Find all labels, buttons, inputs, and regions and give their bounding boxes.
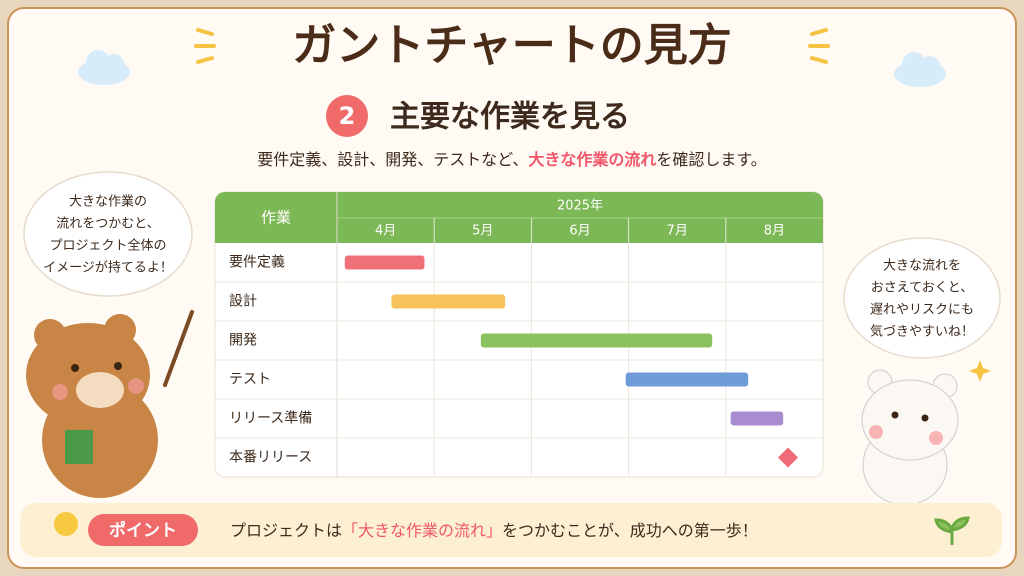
task-bar (625, 372, 749, 387)
bear (861, 360, 991, 506)
bubble-text: おさえておくと、 (871, 281, 973, 296)
point-label: ポイント (109, 520, 177, 541)
step-number: 2 (339, 102, 356, 130)
bubble-text: 遅れやリスクにも (870, 303, 974, 318)
description: 要件定義、設計、開発、テストなど、大きな作業の流れを確認します。 (257, 150, 767, 169)
month-label: 4月 (375, 224, 396, 239)
step-badge (326, 95, 368, 137)
bubble-text: 大きな流れを (883, 259, 961, 274)
point-pill (88, 514, 198, 546)
description-text: 要件定義、設計、開発、テストなど、 (257, 150, 528, 169)
task-name: リリース準備 (229, 411, 312, 427)
task-bar (480, 333, 713, 348)
task-bar (730, 411, 784, 426)
point-text-part: プロジェクトは (230, 521, 342, 540)
gantt: 作業 2025年 4月 5月 6月 7月 8月要件定義設計開発テストリリース準備本番リリ… (214, 191, 824, 478)
month-label: 8月 (764, 224, 785, 239)
point-text: プロジェクトは「大きな作業の流れ」をつかむことが、成功への第一歩！ (230, 521, 758, 540)
cloud (78, 50, 130, 85)
cloud (894, 52, 946, 87)
year-label: 2025年 (557, 199, 603, 214)
task-bar (391, 294, 506, 309)
month-label: 7月 (667, 224, 688, 239)
milestone (778, 447, 799, 468)
description-highlight: 大きな作業の流れ (528, 150, 656, 169)
bubble-text: プロジェクト全体の (49, 238, 166, 254)
task-name: 本番リリース (229, 450, 312, 466)
task-header: 作業 (261, 209, 291, 227)
sparkle (194, 28, 830, 64)
task-name: 要件定義 (229, 254, 285, 271)
month-label: 5月 (472, 224, 493, 239)
task-name: 設計 (229, 294, 257, 310)
task-bar (344, 255, 425, 270)
bubble-text: 気づきやすいね！ (870, 324, 974, 340)
speech-bubble (23, 171, 193, 297)
bubble-text: イメージが持てるよ！ (43, 261, 173, 276)
month-label: 6月 (569, 224, 590, 239)
bulb-icon (54, 512, 78, 536)
description-text: を確認します。 (656, 150, 766, 169)
task-name: 開発 (229, 333, 257, 349)
point-highlight: 「大きな作業の流れ」 (342, 521, 502, 540)
bubble-text: 大きな作業の (69, 194, 147, 210)
title: ガントチャートの見方 (292, 20, 732, 71)
point-bar (20, 503, 1002, 557)
task-name: テスト (229, 372, 271, 388)
sprout-icon (934, 516, 970, 545)
subtitle: 主要な作業を見る (390, 100, 630, 135)
bear (26, 310, 194, 498)
point-text-part: をつかむことが、成功への第一歩！ (502, 521, 758, 540)
speech-bubble (843, 237, 1001, 359)
bubble-text: 流れをつかむと、 (56, 217, 159, 232)
